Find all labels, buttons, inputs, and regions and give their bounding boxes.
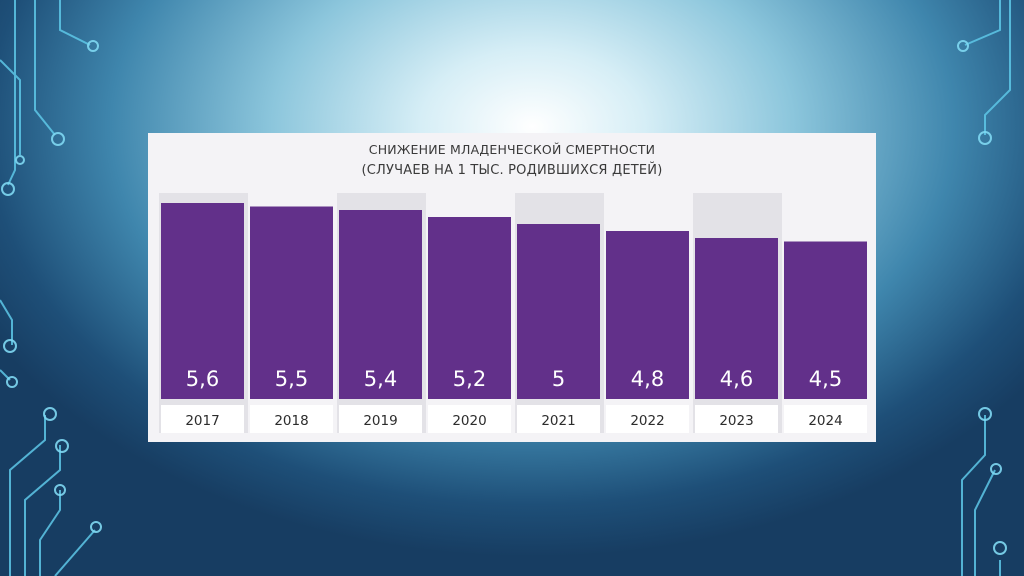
bar	[784, 241, 867, 399]
bar	[428, 217, 511, 399]
category-cell	[428, 405, 511, 433]
bar-value-label: 4,8	[631, 367, 664, 391]
category-cell	[606, 405, 689, 433]
bar-value-label: 5,4	[364, 367, 397, 391]
bar	[517, 224, 600, 399]
bar-value-label: 5,2	[453, 367, 486, 391]
chart-title: СНИЖЕНИЕ МЛАДЕНЧЕСКОЙ СМЕРТНОСТИ	[368, 142, 656, 157]
bar-value-label: 4,6	[720, 367, 753, 391]
chart-panel: СНИЖЕНИЕ МЛАДЕНЧЕСКОЙ СМЕРТНОСТИ (СЛУЧАЕ…	[148, 133, 876, 442]
category-label: 2018	[274, 413, 308, 429]
bar-value-label: 5,5	[275, 367, 308, 391]
category-label: 2021	[541, 413, 575, 429]
category-cell	[161, 405, 244, 433]
bar-value-label: 5	[552, 367, 565, 391]
category-label: 2024	[808, 413, 842, 429]
category-cell	[695, 405, 778, 433]
category-label: 2019	[363, 413, 397, 429]
category-cell	[517, 405, 600, 433]
category-label: 2022	[630, 413, 664, 429]
category-cell	[250, 405, 333, 433]
bar-value-label: 4,5	[809, 367, 842, 391]
category-cell	[784, 405, 867, 433]
bar	[695, 238, 778, 399]
bar	[161, 203, 244, 399]
bar-chart: 5,6 2017 5,5 2018 5,4 2019 5,2 2020 5 2021 4,8 2022…	[159, 193, 867, 433]
chart-subtitle: (СЛУЧАЕВ НА 1 ТЫС. РОДИВШИХСЯ ДЕТЕЙ)	[361, 163, 663, 178]
category-label: 2017	[185, 413, 219, 429]
category-label: 2020	[452, 413, 486, 429]
bar-value-label: 5,6	[186, 367, 219, 391]
bar	[339, 210, 422, 399]
bar	[250, 206, 333, 399]
bar	[606, 231, 689, 399]
category-cell	[339, 405, 422, 433]
category-label: 2023	[719, 413, 753, 429]
